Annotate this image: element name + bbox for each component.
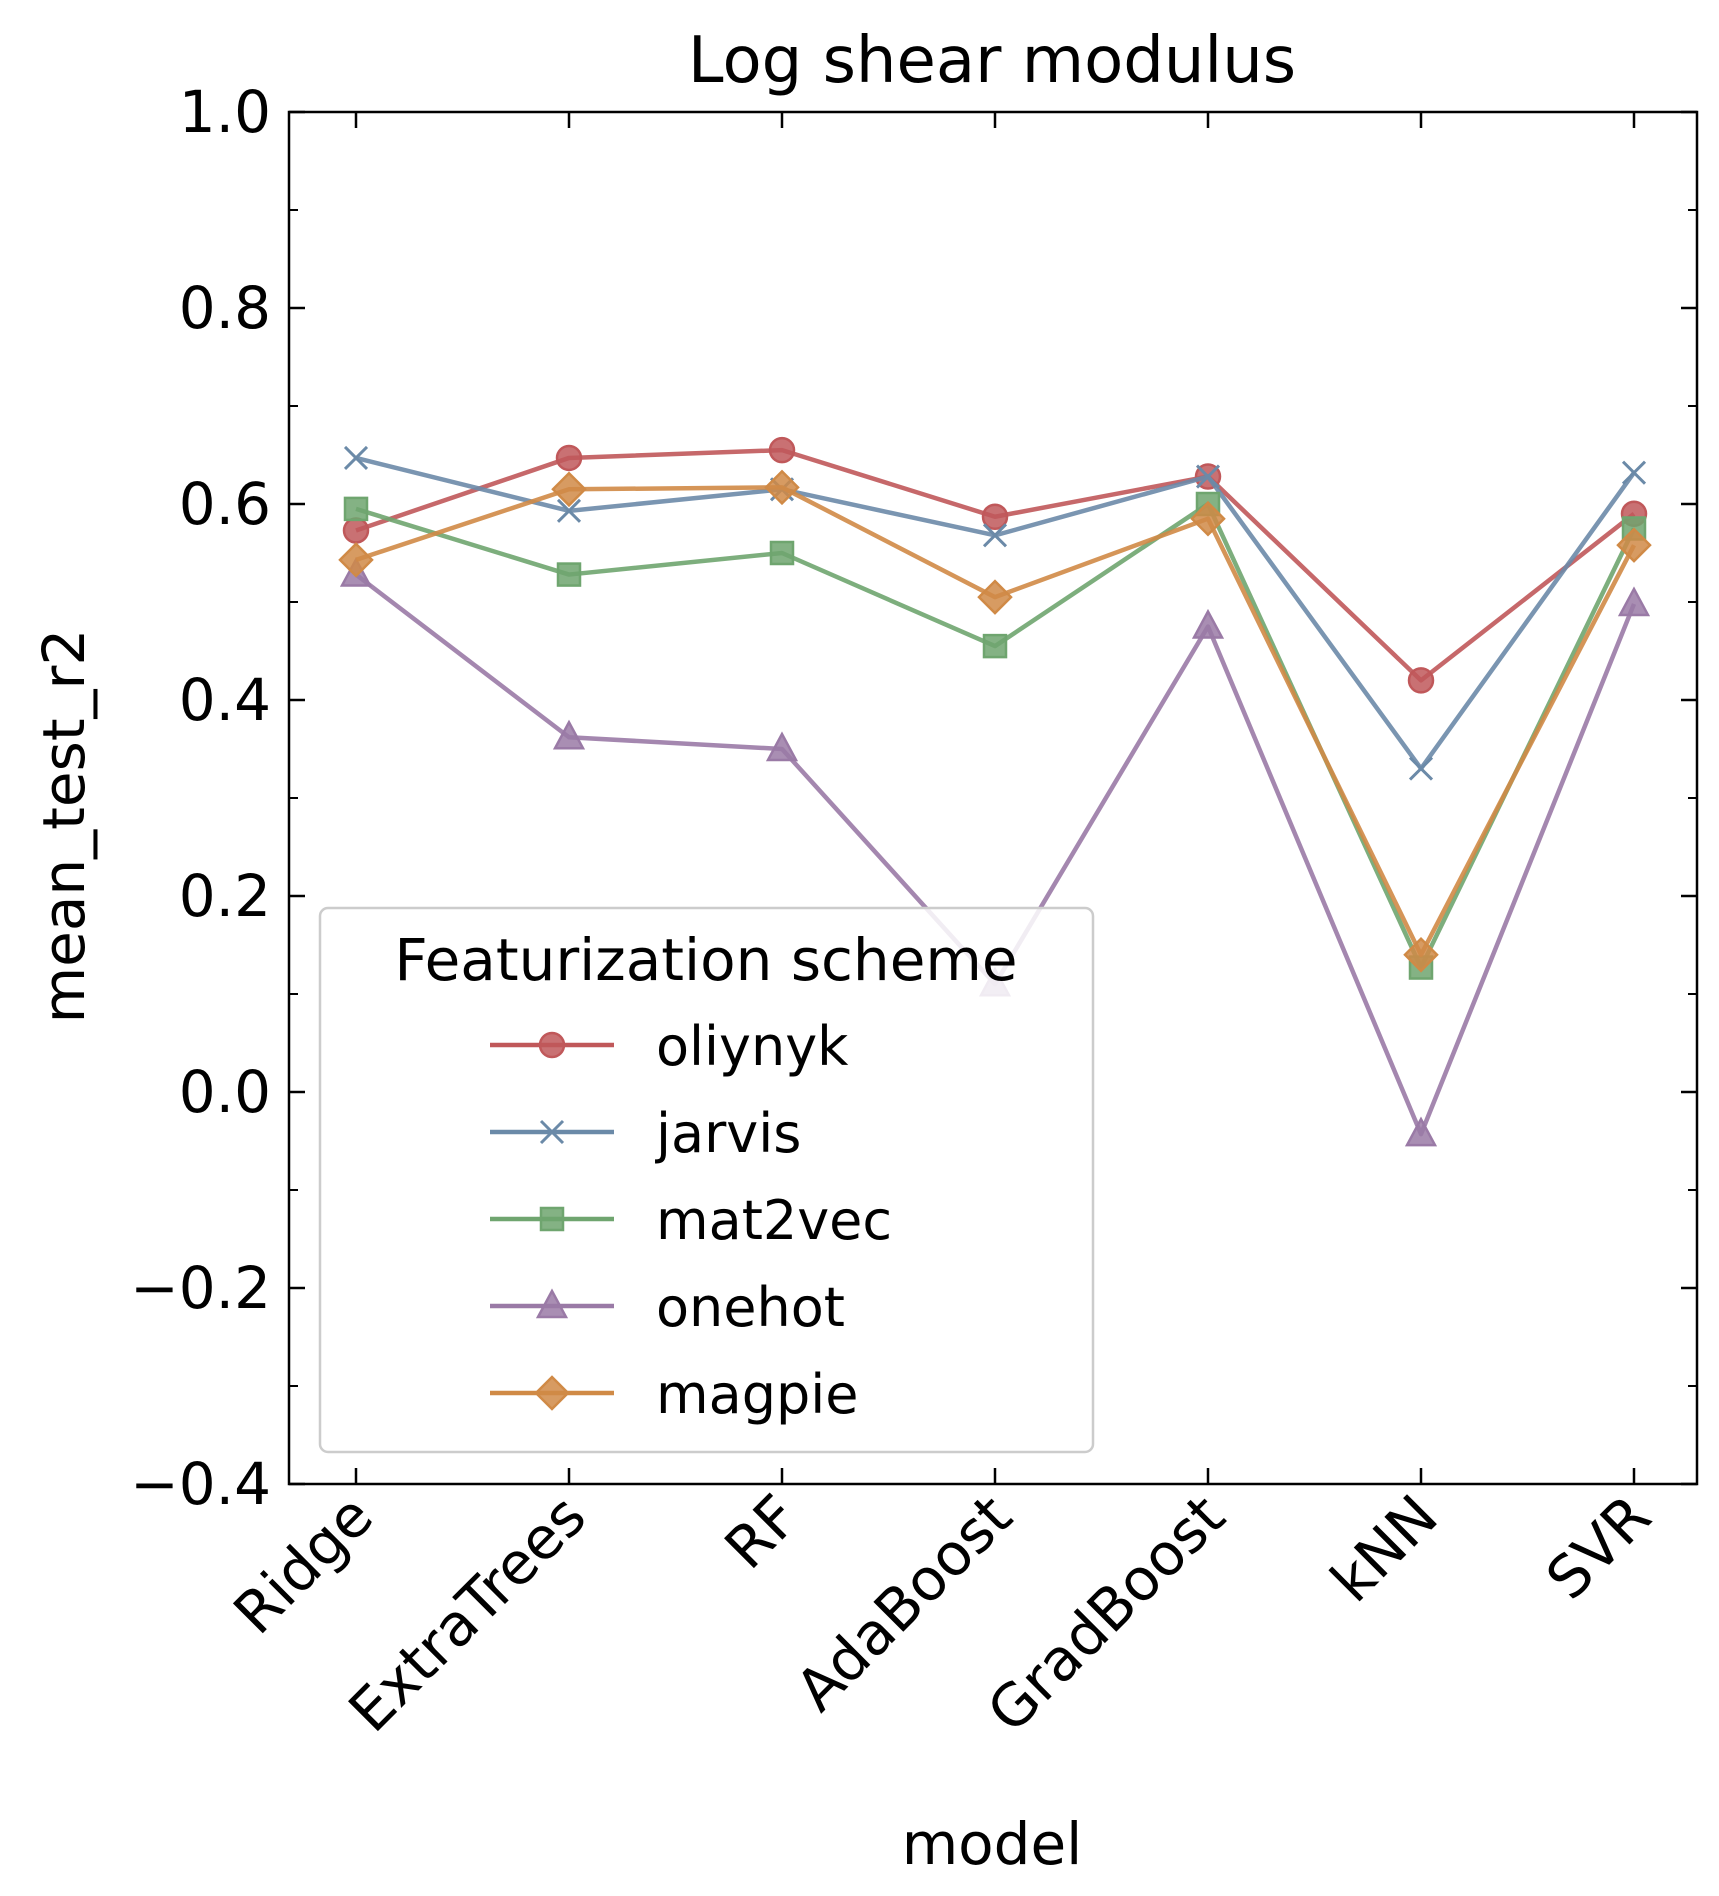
marker-x — [556, 498, 582, 523]
marker-square — [343, 496, 369, 522]
legend-item: oliynyk — [490, 1015, 849, 1078]
marker-circle — [538, 1031, 566, 1059]
marker-x — [343, 445, 369, 471]
marker-diamond — [338, 542, 374, 578]
x-tick-label: RF — [712, 1482, 812, 1582]
legend-label: magpie — [656, 1363, 858, 1426]
marker-circle — [768, 436, 796, 464]
series-magpie — [338, 469, 1652, 973]
marker-x — [1195, 464, 1221, 489]
legend-label: oliynyk — [656, 1015, 849, 1078]
marker-circle — [981, 503, 1009, 530]
legend-item: magpie — [490, 1363, 858, 1426]
marker-square — [982, 633, 1008, 659]
x-tick-label: SVR — [1533, 1482, 1664, 1613]
y-tick-label: −0.4 — [130, 1450, 271, 1518]
legend-item: jarvis — [490, 1102, 801, 1165]
marker-diamond — [1190, 500, 1226, 537]
marker-diamond — [534, 1375, 570, 1411]
marker-triangle — [1617, 586, 1651, 617]
y-tick-label: 0.2 — [179, 862, 271, 930]
y-tick-label: 0.6 — [179, 470, 271, 538]
marker-x — [539, 1119, 565, 1145]
marker-triangle — [1404, 1116, 1438, 1147]
legend-label: mat2vec — [656, 1189, 892, 1252]
y-tick-label: −0.2 — [130, 1254, 271, 1322]
legend-item: mat2vec — [490, 1189, 892, 1252]
chart-title: Log shear modulus — [688, 24, 1296, 98]
marker-circle — [1407, 667, 1435, 694]
marker-triangle — [535, 1288, 569, 1319]
marker-square — [539, 1206, 565, 1232]
marker-triangle — [1191, 608, 1225, 639]
y-tick-label: 0.8 — [179, 274, 271, 342]
legend-label: onehot — [656, 1276, 845, 1339]
marker-x — [1408, 756, 1434, 781]
legend: Featurization scheme oliynyk jarvis mat2ve… — [318, 906, 1095, 1454]
marker-x — [1621, 460, 1647, 485]
y-tick-label: 1.0 — [179, 78, 271, 146]
legend-item: onehot — [490, 1276, 845, 1339]
y-tick-label: 0.0 — [179, 1058, 271, 1126]
y-axis-label: mean_test_r2 — [30, 629, 98, 1024]
plot-frame — [287, 110, 1699, 1486]
marker-x — [982, 523, 1008, 548]
series-jarvis — [343, 445, 1647, 781]
marker-circle — [555, 444, 583, 472]
marker-square — [769, 540, 795, 566]
marker-diamond — [551, 471, 587, 508]
marker-square — [556, 562, 582, 587]
marker-triangle — [765, 731, 799, 762]
legend-title: Featurization scheme — [394, 926, 1017, 994]
marker-diamond — [764, 469, 800, 506]
series-mat2vec — [343, 491, 1647, 980]
marker-triangle — [552, 719, 586, 750]
legend-label: jarvis — [655, 1102, 801, 1165]
marker-diamond — [977, 579, 1013, 615]
x-tick-label: kNN — [1318, 1482, 1451, 1615]
marker-diamond — [1616, 527, 1652, 563]
y-tick-label: 0.4 — [179, 666, 271, 734]
x-axis-label: model — [902, 1810, 1083, 1878]
marker-diamond — [1403, 937, 1439, 973]
marker-circle — [342, 517, 370, 544]
